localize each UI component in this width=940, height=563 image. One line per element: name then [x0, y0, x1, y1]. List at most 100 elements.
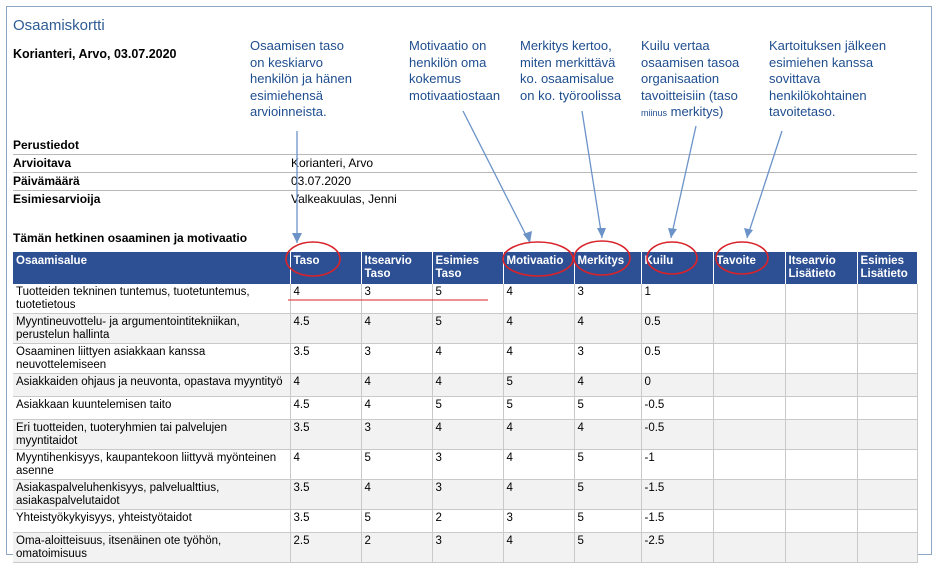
highlight-circle-motivaatio — [502, 241, 574, 277]
highlight-circle-taso — [285, 241, 341, 277]
value-cell: -0.5 — [641, 396, 714, 420]
column-header-line1: Taso — [293, 255, 320, 267]
value-cell: 4 — [574, 373, 642, 397]
table-row: Asiakkaan kuuntelemisen taito 4.5 4 5 5 5 -0.5 — [13, 396, 918, 420]
value-cell — [713, 373, 786, 397]
arrow-kuilu — [670, 125, 697, 239]
annotation-line: organisaation — [641, 71, 720, 86]
divider — [13, 172, 917, 173]
column-header-line2: Lisätieto — [788, 268, 836, 280]
table-row: Osaaminen liittyen asiakkaan kanssa neuv… — [13, 343, 918, 374]
value-cell: 3.5 — [290, 509, 362, 533]
value-cell: 4 — [503, 313, 575, 344]
label-arvioitava: Arvioitava — [13, 156, 72, 170]
value-cell — [713, 532, 786, 563]
table-row: Eri tuotteiden, tuoteryhmien tai palvelu… — [13, 419, 918, 450]
competence-section-title: Tämän hetkinen osaaminen ja motivaatio — [13, 231, 248, 245]
value-esimiesarvioija: Valkeakuulas, Jenni — [291, 192, 397, 206]
table-row: Yhteistyökykyisyys, yhteistyötaidot 3.5 5 2… — [13, 509, 918, 533]
value-cell: 3 — [503, 509, 575, 533]
arrowhead — [668, 228, 677, 238]
value-cell — [857, 284, 918, 314]
value-cell — [713, 284, 786, 314]
competence-area-cell: Osaaminen liittyen asiakkaan kanssa neuv… — [13, 343, 291, 374]
competence-area-cell: Myyntihenkisyys, kaupantekoon liittyvä m… — [13, 449, 291, 480]
column-header-line1: Itsearvio — [364, 255, 412, 267]
annotation-small-word: miinus — [641, 108, 668, 118]
value-cell: 4 — [503, 449, 575, 480]
value-cell: 2 — [432, 509, 504, 533]
competence-table: Osaamisalue Taso Itsearvio Taso Esimies Taso M… — [13, 252, 918, 563]
column-header-line1: Kuilu — [644, 255, 674, 267]
value-cell: -2.5 — [641, 532, 714, 563]
value-cell — [713, 419, 786, 450]
value-cell — [785, 532, 858, 563]
value-cell: 4 — [290, 373, 362, 397]
value-cell — [713, 313, 786, 344]
value-cell: 4 — [503, 419, 575, 450]
value-cell: -1.5 — [641, 509, 714, 533]
value-cell — [785, 396, 858, 420]
value-cell — [857, 509, 918, 533]
annotation-line: on keskiarvo — [250, 54, 323, 70]
annotation-line: osaamisen tasoa — [641, 54, 740, 70]
highlight-circle-merkitys — [573, 240, 631, 276]
annotation-line: henkilökohtainen — [769, 87, 867, 103]
value-cell: 5 — [574, 532, 642, 563]
value-cell — [857, 343, 918, 374]
value-cell: 3 — [432, 449, 504, 480]
table-row: Tuotteiden tekninen tuntemus, tuotetunte… — [13, 284, 918, 314]
value-cell — [785, 479, 858, 510]
annotation-line: motivaatiostaan — [409, 87, 501, 103]
value-cell: 2.5 — [290, 532, 362, 563]
value-cell: 4 — [290, 449, 362, 480]
arrowhead — [597, 228, 606, 238]
table-row: Asiakkaiden ohjaus ja neuvonta, opastava… — [13, 373, 918, 397]
table-row: Asiakaspalveluhenkisyys, palvelualttius,… — [13, 479, 918, 510]
annotation-overlay — [285, 110, 783, 301]
value-cell — [713, 396, 786, 420]
person-line: Korianteri, Arvo, 03.07.2020 — [13, 47, 177, 61]
value-cell: 3 — [361, 284, 433, 314]
column-header: Osaamisalue — [13, 252, 291, 284]
annotation-line: ko. osaamisalue — [520, 71, 614, 86]
column-header: Motivaatio — [503, 252, 575, 284]
value-cell — [785, 343, 858, 374]
value-cell: 4 — [432, 373, 504, 397]
column-header-line1: Osaamisalue — [16, 255, 87, 267]
value-cell — [857, 479, 918, 510]
competence-area-cell: Asiakaspalveluhenkisyys, palvelualttius,… — [13, 479, 291, 510]
arrow-merkitys — [581, 110, 603, 239]
value-cell: 4 — [574, 419, 642, 450]
value-cell — [785, 449, 858, 480]
value-cell: 3 — [574, 343, 642, 374]
annotation-motivaatio: Motivaatio on henkilön oma kokemus motiv… — [409, 38, 500, 104]
annotation-tavoite: Kartoituksen jälkeen esimiehen kanssa so… — [769, 38, 886, 121]
value-cell — [713, 343, 786, 374]
value-cell — [713, 509, 786, 533]
column-header: Itsearvio Taso — [361, 252, 433, 284]
annotation-merkitys: Merkitys kertoo, miten merkittävä ko. os… — [520, 38, 621, 104]
value-cell — [713, 449, 786, 480]
value-cell: 3 — [361, 419, 433, 450]
value-cell — [857, 449, 918, 480]
annotation-line: Kuilu vertaa — [641, 38, 710, 53]
value-cell: 4 — [432, 419, 504, 450]
value-cell: 4 — [361, 479, 433, 510]
value-cell — [857, 419, 918, 450]
annotation-line: miinus merkitys) — [641, 104, 739, 122]
annotation-line: esimiehen kanssa — [769, 54, 874, 70]
annotation-line: arvioinneista. — [250, 104, 327, 119]
column-header: Tavoite — [713, 252, 786, 284]
annotation-line: Motivaatio on — [409, 38, 487, 53]
column-header: Merkitys — [574, 252, 642, 284]
arrowhead — [523, 231, 532, 243]
value-cell — [713, 479, 786, 510]
basic-section-title: Perustiedot — [13, 138, 80, 152]
competence-area-cell: Oma-aloitteisuus, itsenäinen ote työhön,… — [13, 532, 291, 563]
value-cell — [785, 419, 858, 450]
value-cell: 3 — [574, 284, 642, 314]
column-header-line1: Itsearvio — [788, 255, 836, 267]
value-cell: 3.5 — [290, 479, 362, 510]
annotation-line: Merkitys kertoo, — [520, 38, 612, 53]
